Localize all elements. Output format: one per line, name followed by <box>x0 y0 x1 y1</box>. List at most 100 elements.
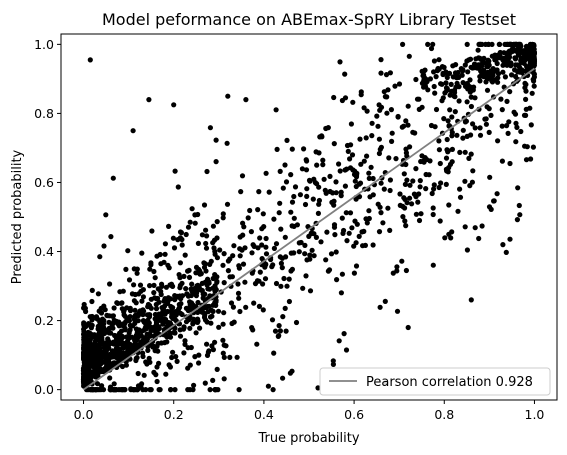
data-point <box>118 355 124 361</box>
data-point <box>331 141 337 147</box>
data-point <box>156 387 162 393</box>
data-point <box>319 133 325 139</box>
data-point <box>243 97 249 103</box>
data-point <box>315 210 321 216</box>
data-point <box>211 237 218 243</box>
data-point <box>272 328 279 334</box>
data-point <box>227 274 233 280</box>
data-point <box>279 255 285 261</box>
data-point <box>277 200 283 206</box>
data-point <box>207 261 213 267</box>
data-point <box>192 220 198 226</box>
data-point <box>292 184 299 190</box>
data-point <box>356 233 362 239</box>
data-point <box>326 267 333 273</box>
data-point <box>344 238 350 244</box>
data-point <box>83 378 89 384</box>
points-layer <box>80 41 538 393</box>
data-point <box>204 233 210 239</box>
data-point <box>139 250 145 256</box>
data-point <box>505 130 511 136</box>
data-point <box>453 62 459 68</box>
data-point <box>112 360 118 366</box>
data-point <box>507 160 513 167</box>
data-point <box>240 220 246 226</box>
data-point <box>318 239 324 245</box>
data-point <box>518 43 524 49</box>
data-point <box>286 298 292 305</box>
data-point <box>210 377 216 383</box>
data-point <box>381 89 387 95</box>
data-point <box>239 173 246 179</box>
data-point <box>418 211 424 217</box>
data-point <box>294 222 300 228</box>
data-point <box>506 119 512 125</box>
data-point <box>220 350 226 356</box>
data-point <box>315 385 321 391</box>
data-point <box>231 319 237 325</box>
data-point <box>513 139 519 145</box>
data-point <box>414 96 421 102</box>
data-point <box>187 325 193 331</box>
data-point <box>179 311 185 318</box>
data-point <box>488 206 494 212</box>
data-point <box>191 316 197 322</box>
data-point <box>231 243 237 249</box>
data-point <box>464 41 470 48</box>
data-point <box>220 337 226 343</box>
data-point <box>511 67 518 73</box>
data-point <box>363 216 369 222</box>
data-point <box>134 337 140 343</box>
data-point <box>454 132 460 138</box>
data-point <box>438 81 444 87</box>
data-point <box>85 329 91 335</box>
data-point <box>430 262 436 268</box>
data-point <box>361 158 367 164</box>
data-point <box>346 230 352 236</box>
data-point <box>276 323 282 329</box>
data-point <box>359 229 365 235</box>
data-point <box>348 121 354 127</box>
data-point <box>203 227 209 233</box>
data-point <box>216 324 222 330</box>
data-point <box>485 69 491 75</box>
data-point <box>415 199 421 205</box>
fit-line <box>83 67 535 391</box>
data-point <box>213 159 219 165</box>
data-point <box>260 281 266 287</box>
data-point <box>483 79 489 85</box>
data-point <box>162 251 168 257</box>
data-point <box>173 354 179 360</box>
data-point <box>404 177 410 183</box>
data-point <box>521 112 528 118</box>
data-point <box>302 251 308 257</box>
data-point <box>265 383 271 389</box>
data-point <box>469 179 475 185</box>
data-point <box>87 57 93 63</box>
data-point <box>519 67 525 73</box>
data-point <box>240 232 246 238</box>
data-point <box>479 63 485 69</box>
data-point <box>419 153 425 159</box>
data-point <box>472 225 478 231</box>
data-point <box>189 206 195 212</box>
data-point <box>518 128 524 135</box>
data-point <box>237 308 243 315</box>
data-point <box>500 62 506 68</box>
data-point <box>183 231 189 238</box>
data-point <box>130 323 136 329</box>
data-point <box>353 183 359 190</box>
data-point <box>123 266 129 272</box>
data-point <box>130 128 136 134</box>
data-point <box>237 253 243 259</box>
data-point <box>224 201 231 207</box>
data-point <box>531 56 537 62</box>
data-point <box>168 303 174 310</box>
data-point <box>495 138 501 144</box>
data-point <box>207 125 213 131</box>
data-point <box>170 235 176 241</box>
data-point <box>277 328 283 334</box>
data-point <box>291 193 297 200</box>
data-point <box>402 205 408 211</box>
data-point <box>457 194 464 200</box>
